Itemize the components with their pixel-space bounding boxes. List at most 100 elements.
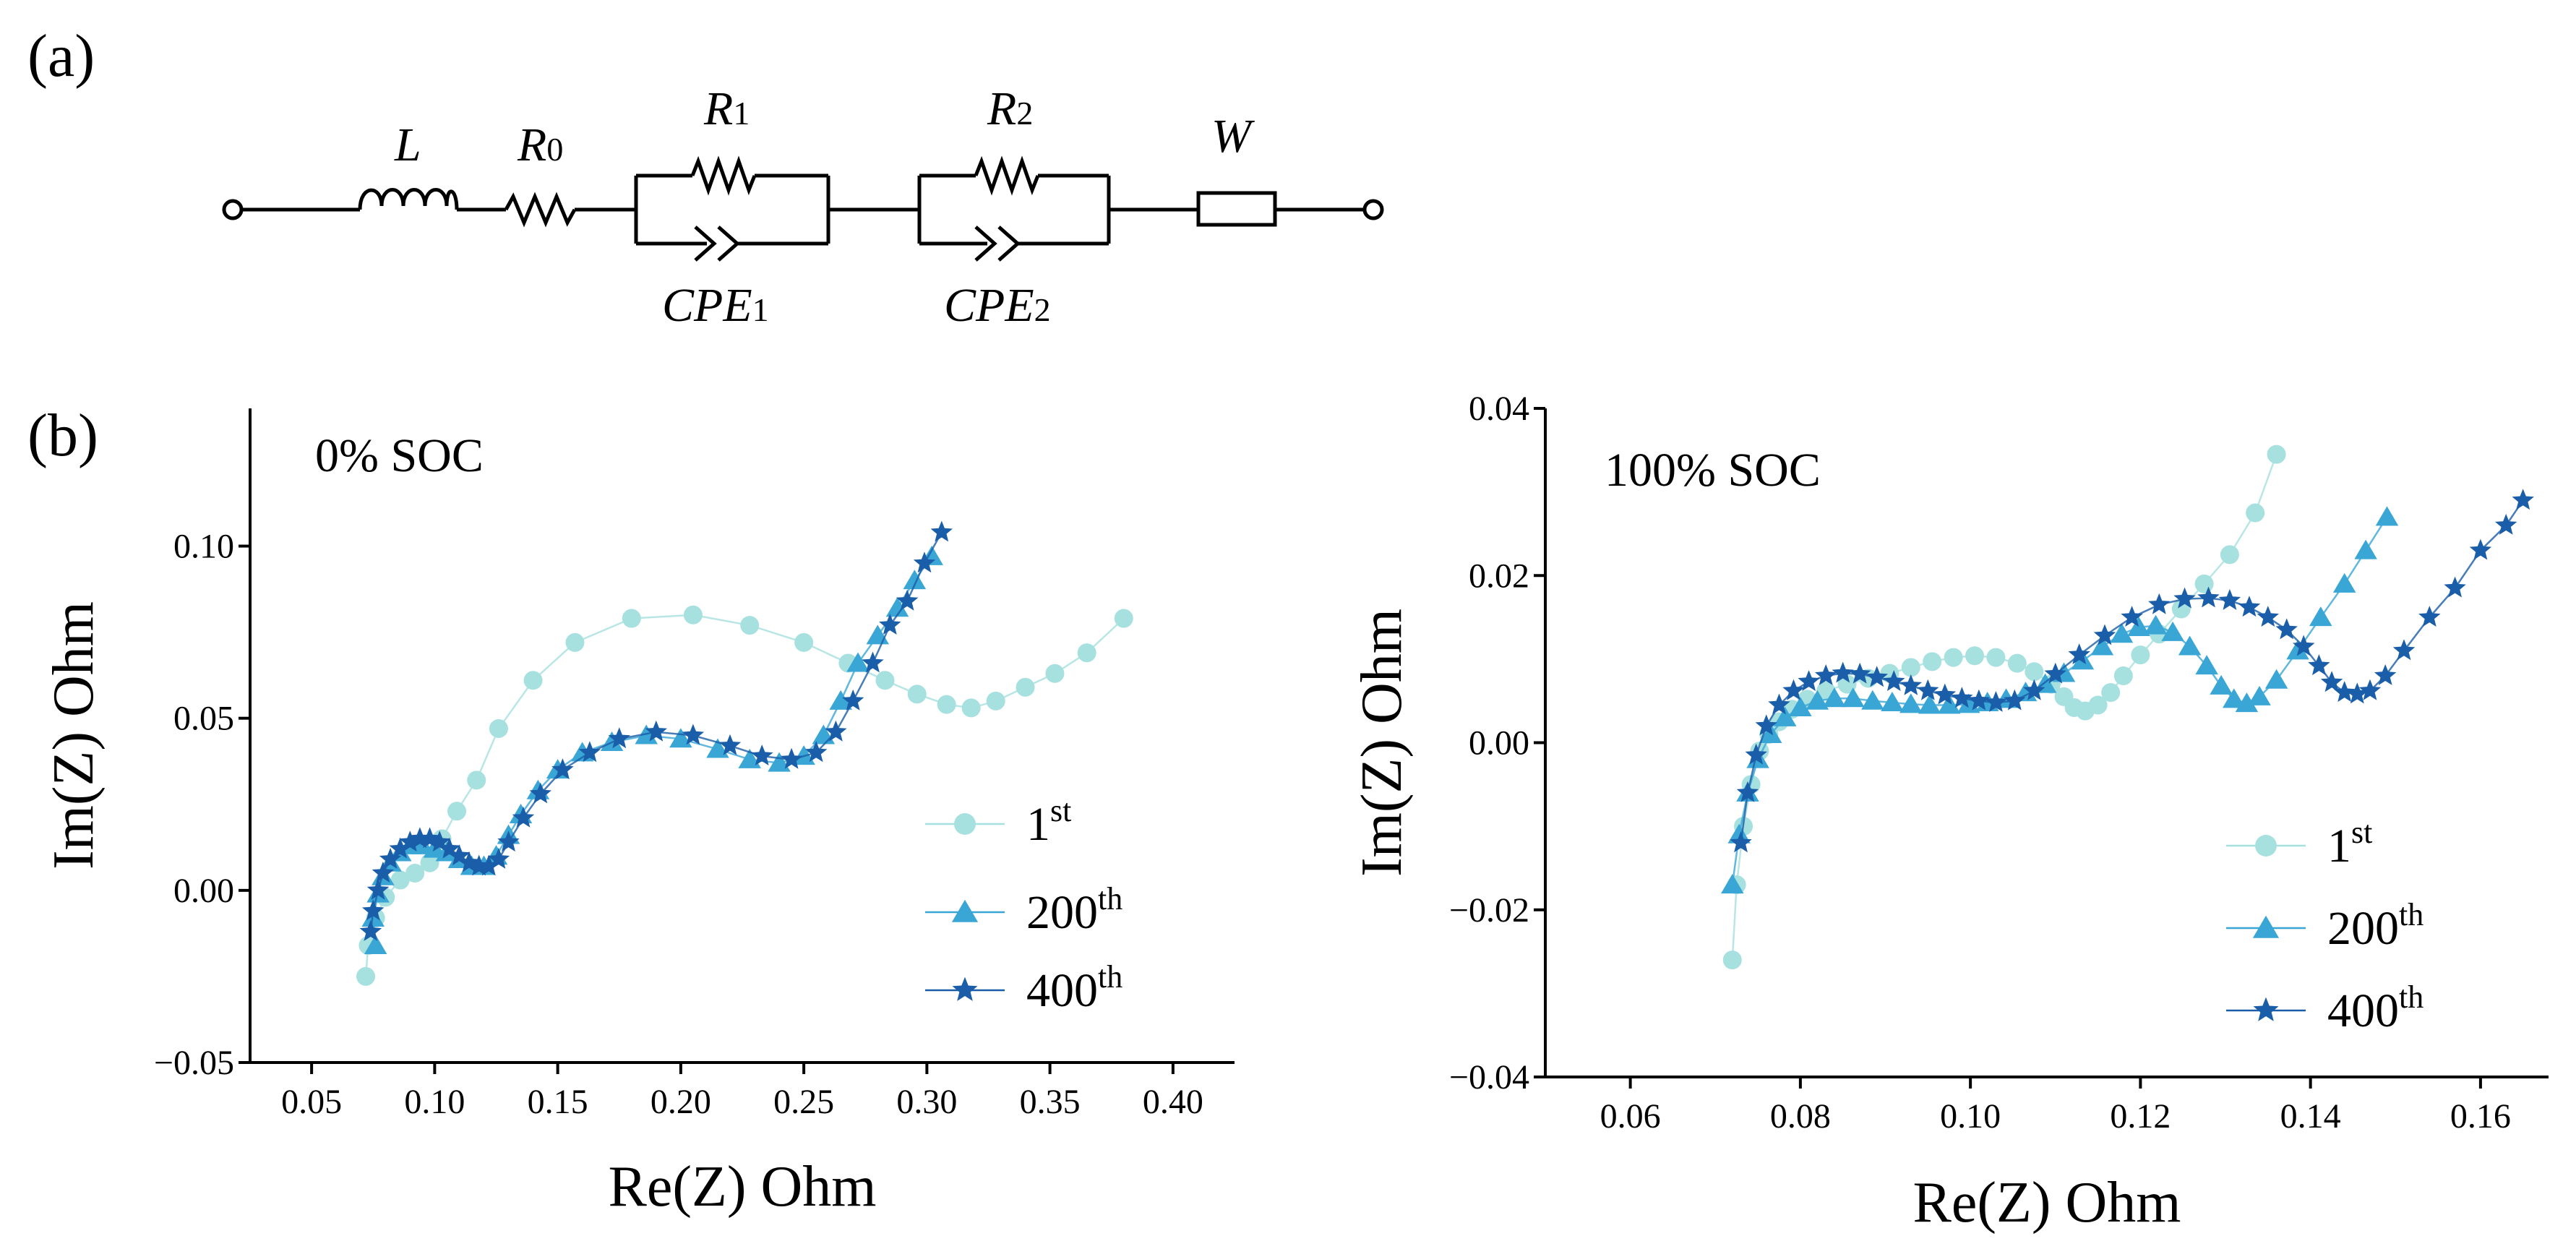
data-point xyxy=(1951,687,1973,708)
y-axis-label: Im(Z) Ohm xyxy=(1350,609,1414,877)
data-point xyxy=(1045,664,1065,683)
data-point xyxy=(2195,655,2218,675)
data-point xyxy=(2148,593,2171,614)
data-point xyxy=(2346,682,2369,704)
data-point xyxy=(578,741,601,763)
data-point xyxy=(1933,683,1957,705)
data-point xyxy=(930,520,953,542)
data-point xyxy=(683,605,703,624)
data-point xyxy=(961,698,981,718)
x-tick-label: 0.35 xyxy=(1020,1083,1081,1121)
data-point xyxy=(682,724,705,745)
data-point xyxy=(718,734,742,755)
data-point xyxy=(825,720,847,742)
data-point xyxy=(1016,677,1035,697)
resistor-R1 xyxy=(690,155,757,196)
data-point xyxy=(1755,714,1777,736)
data-point xyxy=(529,782,551,804)
x-tick-label: 0.12 xyxy=(2110,1097,2171,1136)
y-tick-label: 0.04 xyxy=(1469,390,1529,428)
data-point xyxy=(804,741,828,763)
data-point xyxy=(458,851,481,872)
data-point xyxy=(879,614,901,635)
data-point xyxy=(2101,683,2121,703)
data-point xyxy=(405,864,425,883)
data-point xyxy=(523,671,543,690)
data-point xyxy=(2235,692,2259,713)
data-point xyxy=(2332,572,2356,593)
legend-entry-400th: 400th xyxy=(925,959,1122,1017)
data-point xyxy=(2173,587,2196,609)
series-400th xyxy=(359,520,953,941)
data-point xyxy=(2110,623,2134,643)
x-tick-label: 0.10 xyxy=(404,1083,465,1121)
data-point xyxy=(600,731,624,752)
data-point xyxy=(1965,646,1985,666)
legend-entry-400th: 400th xyxy=(2226,979,2423,1037)
label-CPE2: CPE2 xyxy=(944,279,1051,332)
data-point xyxy=(1917,679,1939,700)
data-point xyxy=(1077,643,1096,663)
data-point xyxy=(1806,690,1829,710)
data-point xyxy=(2469,538,2492,560)
x-tick-label: 0.14 xyxy=(2280,1097,2341,1136)
data-point xyxy=(2044,662,2066,684)
label-CPE1: CPE1 xyxy=(662,279,769,332)
data-point xyxy=(862,651,884,673)
data-point xyxy=(706,738,729,758)
data-point xyxy=(792,745,815,765)
data-point xyxy=(364,935,387,955)
y-axis-label: Im(Z) Ohm xyxy=(42,601,106,870)
data-point xyxy=(1773,706,1797,726)
legend-marker xyxy=(2255,835,2277,857)
data-point xyxy=(2121,606,2143,627)
data-point xyxy=(399,830,421,852)
data-point xyxy=(2210,674,2233,695)
data-point xyxy=(2007,653,2027,673)
data-point xyxy=(885,597,909,617)
data-point xyxy=(2392,639,2416,661)
data-point xyxy=(2257,606,2279,627)
y-tick-label: −0.02 xyxy=(1449,891,1529,930)
data-point xyxy=(986,691,1005,711)
x-axis-label: Re(Z) Ohm xyxy=(608,1155,876,1219)
legend-label: 1st xyxy=(1026,793,1071,851)
data-point xyxy=(622,609,641,628)
inductor-L xyxy=(358,188,459,210)
data-point xyxy=(2293,635,2315,656)
data-point xyxy=(1842,687,1865,708)
data-point xyxy=(2004,689,2026,711)
legend-entry-1st: 1st xyxy=(925,793,1071,851)
data-point xyxy=(1985,691,2007,712)
data-point xyxy=(2333,681,2356,703)
data-point xyxy=(903,570,927,590)
data-point xyxy=(645,720,667,742)
data-point xyxy=(1114,609,1133,628)
data-point xyxy=(448,844,471,866)
data-point xyxy=(2197,586,2220,608)
data-point xyxy=(1782,679,1805,700)
x-tick-label: 0.16 xyxy=(2450,1097,2511,1136)
data-point xyxy=(2512,489,2534,510)
legend-label: 200th xyxy=(2327,897,2423,955)
data-point xyxy=(780,747,803,769)
data-point xyxy=(429,830,451,852)
x-tick-label: 0.30 xyxy=(896,1083,957,1121)
circuit-terminal-left xyxy=(222,199,244,220)
resistor-R0 xyxy=(504,192,577,228)
data-point xyxy=(1721,874,1744,894)
parallel-block-2 xyxy=(917,155,1111,262)
chart-100pct-soc: 0.06 0.08 0.10 0.12 0.14 0.16 −0.04 −0.02 0.00 0.… xyxy=(1350,390,2549,1235)
data-point xyxy=(1837,674,1857,694)
equivalent-circuit: L R0 R1 R2 W CPE1 CPE2 xyxy=(222,82,1384,332)
data-point xyxy=(2161,621,2184,641)
data-point xyxy=(2320,671,2343,692)
y-tick-label: −0.05 xyxy=(154,1044,234,1082)
data-point xyxy=(1730,831,1752,853)
soc-annotation: 0% SOC xyxy=(315,429,484,482)
label-R0: R0 xyxy=(517,119,563,171)
x-tick-label: 0.10 xyxy=(1940,1097,2001,1136)
data-point xyxy=(2444,576,2466,598)
data-point xyxy=(487,848,510,869)
